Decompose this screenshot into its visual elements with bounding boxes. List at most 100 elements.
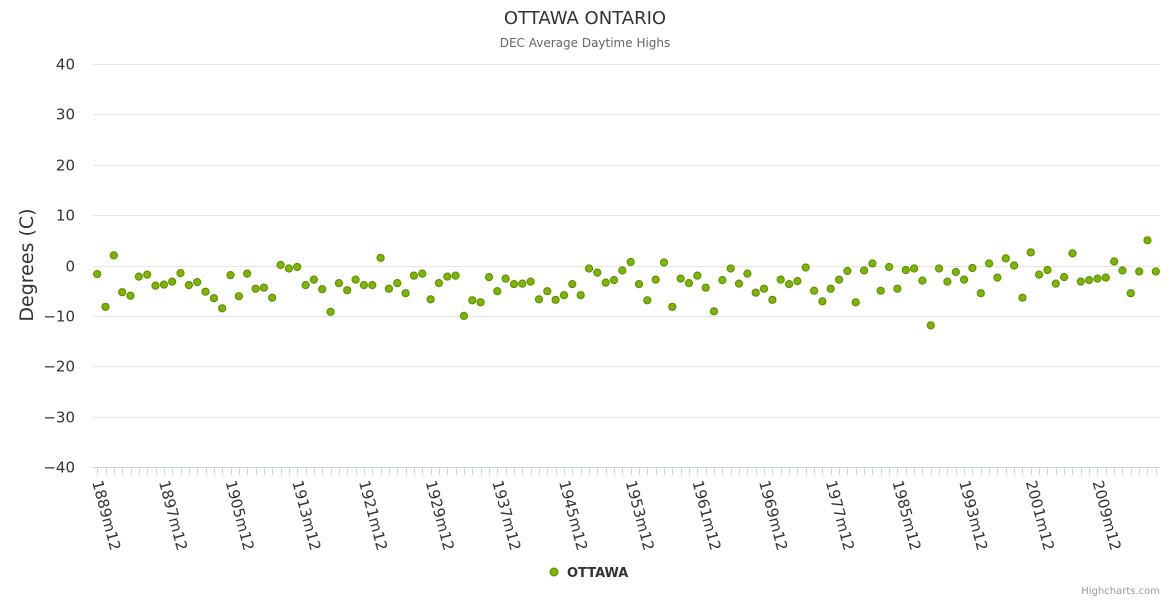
data-point[interactable]	[659, 258, 669, 267]
data-point[interactable]	[143, 270, 152, 279]
data-point[interactable]	[785, 280, 794, 289]
data-point[interactable]	[818, 297, 827, 306]
data-point[interactable]	[776, 275, 785, 284]
data-point[interactable]	[276, 260, 285, 270]
data-point[interactable]	[634, 280, 644, 289]
data-point[interactable]	[543, 287, 552, 296]
data-point[interactable]	[318, 285, 327, 294]
data-point[interactable]	[993, 273, 1002, 282]
data-point[interactable]	[910, 264, 919, 273]
data-point[interactable]	[943, 277, 952, 286]
data-point[interactable]	[968, 263, 977, 273]
data-point[interactable]	[176, 269, 185, 278]
data-point[interactable]	[151, 281, 160, 290]
data-point[interactable]	[693, 271, 702, 280]
series-ottawa[interactable]	[93, 236, 1160, 330]
data-point[interactable]	[159, 280, 168, 289]
data-point[interactable]	[668, 302, 677, 311]
data-point[interactable]	[451, 271, 460, 280]
data-point[interactable]	[243, 269, 252, 278]
data-point[interactable]	[518, 279, 527, 288]
data-point[interactable]	[126, 291, 135, 300]
data-point[interactable]	[918, 276, 927, 285]
data-point[interactable]	[568, 280, 577, 289]
data-point[interactable]	[1135, 267, 1144, 276]
data-point[interactable]	[1118, 266, 1127, 275]
data-point[interactable]	[1110, 257, 1119, 266]
data-point[interactable]	[1001, 254, 1010, 263]
data-point[interactable]	[409, 271, 418, 280]
data-point[interactable]	[826, 284, 835, 293]
data-point[interactable]	[1060, 273, 1069, 282]
data-point[interactable]	[559, 291, 569, 300]
data-point[interactable]	[768, 295, 777, 304]
data-point[interactable]	[251, 284, 260, 293]
data-point[interactable]	[418, 269, 427, 278]
data-point[interactable]	[526, 277, 535, 286]
data-point[interactable]	[793, 277, 802, 286]
data-point[interactable]	[234, 292, 243, 301]
data-point[interactable]	[1018, 293, 1027, 302]
data-point[interactable]	[601, 278, 610, 287]
legend[interactable]: OTTAWA	[549, 566, 628, 581]
data-point[interactable]	[468, 296, 477, 305]
data-point[interactable]	[726, 264, 735, 273]
data-point[interactable]	[301, 281, 310, 290]
data-point[interactable]	[326, 307, 335, 316]
data-point[interactable]	[1010, 261, 1019, 270]
data-point[interactable]	[810, 286, 819, 295]
data-point[interactable]	[868, 259, 877, 268]
data-point[interactable]	[734, 279, 744, 288]
data-point[interactable]	[93, 270, 102, 279]
data-point[interactable]	[401, 289, 410, 298]
data-point[interactable]	[551, 295, 560, 304]
data-point[interactable]	[193, 278, 202, 287]
credits-link[interactable]: Highcharts.com	[1081, 586, 1160, 597]
data-point[interactable]	[334, 279, 343, 288]
data-point[interactable]	[284, 264, 293, 273]
data-point[interactable]	[643, 296, 652, 305]
data-point[interactable]	[843, 266, 852, 276]
data-point[interactable]	[1035, 270, 1044, 279]
data-point[interactable]	[985, 259, 994, 268]
data-point[interactable]	[926, 321, 935, 330]
data-point[interactable]	[860, 266, 869, 275]
data-point[interactable]	[801, 263, 810, 272]
data-point[interactable]	[743, 269, 752, 278]
data-point[interactable]	[609, 276, 619, 285]
data-point[interactable]	[701, 283, 710, 292]
data-point[interactable]	[376, 253, 385, 262]
data-point[interactable]	[1043, 265, 1052, 275]
data-point[interactable]	[626, 257, 635, 267]
data-point[interactable]	[901, 265, 910, 275]
legend-item-ottawa[interactable]: OTTAWA	[567, 566, 628, 581]
data-point[interactable]	[1151, 267, 1160, 276]
data-point[interactable]	[484, 273, 494, 282]
data-point[interactable]	[951, 267, 960, 277]
data-point[interactable]	[976, 289, 985, 298]
data-point[interactable]	[835, 275, 844, 284]
data-point[interactable]	[651, 275, 660, 284]
data-point[interactable]	[1143, 236, 1152, 245]
data-point[interactable]	[109, 251, 118, 260]
data-point[interactable]	[368, 281, 377, 290]
data-point[interactable]	[676, 274, 685, 283]
data-point[interactable]	[751, 288, 760, 297]
data-point[interactable]	[684, 279, 694, 288]
data-point[interactable]	[184, 281, 193, 290]
data-point[interactable]	[960, 275, 969, 284]
data-point[interactable]	[1085, 276, 1094, 285]
data-point[interactable]	[935, 264, 944, 273]
data-point[interactable]	[509, 280, 519, 289]
data-point[interactable]	[534, 295, 544, 304]
data-point[interactable]	[201, 287, 210, 296]
data-point[interactable]	[476, 298, 485, 307]
data-point[interactable]	[351, 275, 360, 284]
data-point[interactable]	[443, 272, 452, 281]
data-point[interactable]	[293, 262, 302, 272]
data-point[interactable]	[1093, 274, 1102, 283]
data-point[interactable]	[759, 284, 769, 293]
data-point[interactable]	[501, 274, 510, 283]
data-point[interactable]	[876, 286, 885, 295]
data-point[interactable]	[309, 275, 318, 284]
